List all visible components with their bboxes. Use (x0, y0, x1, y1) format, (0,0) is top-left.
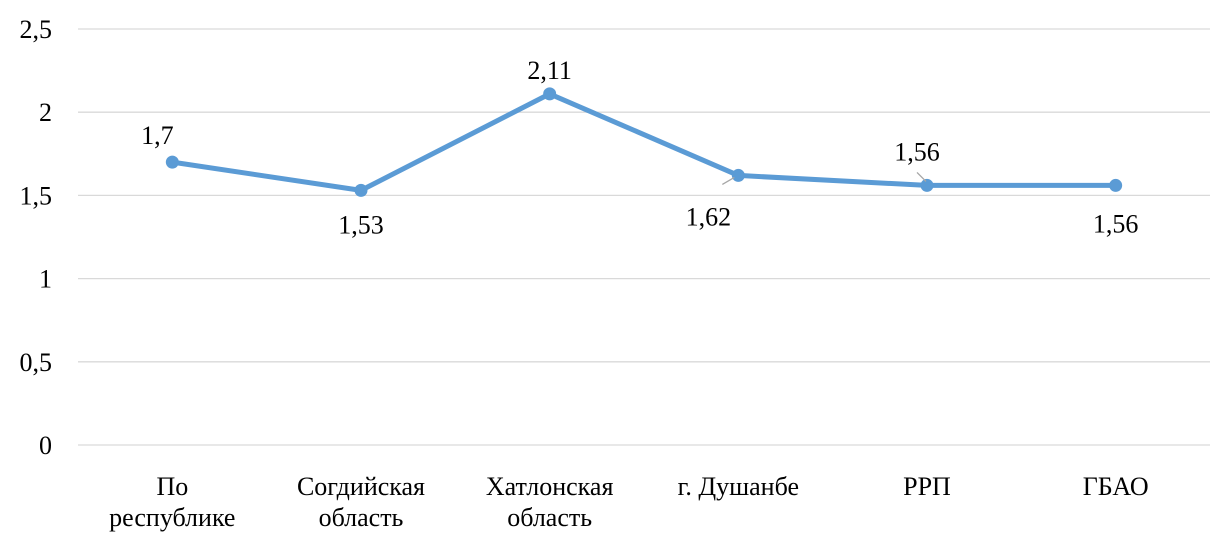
y-tick-label: 1,5 (20, 181, 53, 210)
x-category-label: Согдийская область (297, 472, 425, 532)
data-label-leader (722, 176, 735, 185)
y-axis-tick-labels: 0 0,5 1 1,5 2 2,5 (20, 15, 53, 460)
y-tick-label: 0 (39, 431, 52, 460)
x-category-label: По республике (109, 472, 235, 532)
data-point-0 (165, 155, 179, 169)
x-category-label: ГБАО (1083, 472, 1149, 501)
data-points (165, 87, 1123, 197)
data-label: 1,7 (141, 121, 174, 150)
data-point-2 (543, 87, 557, 101)
y-tick-label: 2,5 (20, 15, 53, 44)
y-tick-label: 2 (39, 98, 52, 127)
data-label: 1,56 (1093, 209, 1139, 238)
x-category-label: РРП (903, 472, 951, 501)
data-point-3 (731, 168, 745, 182)
x-category-label: г. Душанбе (678, 472, 799, 501)
data-point-4 (920, 178, 934, 192)
data-label: 1,56 (894, 137, 940, 166)
data-point-5 (1109, 178, 1123, 192)
data-point-1 (354, 183, 368, 197)
x-axis-category-labels: По республике Согдийская область Хатлонская о… (109, 472, 1148, 532)
data-labels: 1,7 1,53 2,11 1,62 1,56 1,56 (141, 56, 1138, 240)
data-label: 2,11 (527, 56, 572, 85)
y-tick-label: 0,5 (20, 348, 53, 377)
series-line-layer (169, 91, 1119, 193)
series-line (169, 91, 1119, 193)
gridlines (78, 28, 1210, 446)
x-category-label: Хатлонская область (486, 472, 614, 532)
y-tick-label: 1 (39, 265, 52, 294)
data-label: 1,53 (338, 210, 384, 239)
data-label: 1,62 (686, 202, 732, 231)
data-label-leader (916, 171, 927, 182)
